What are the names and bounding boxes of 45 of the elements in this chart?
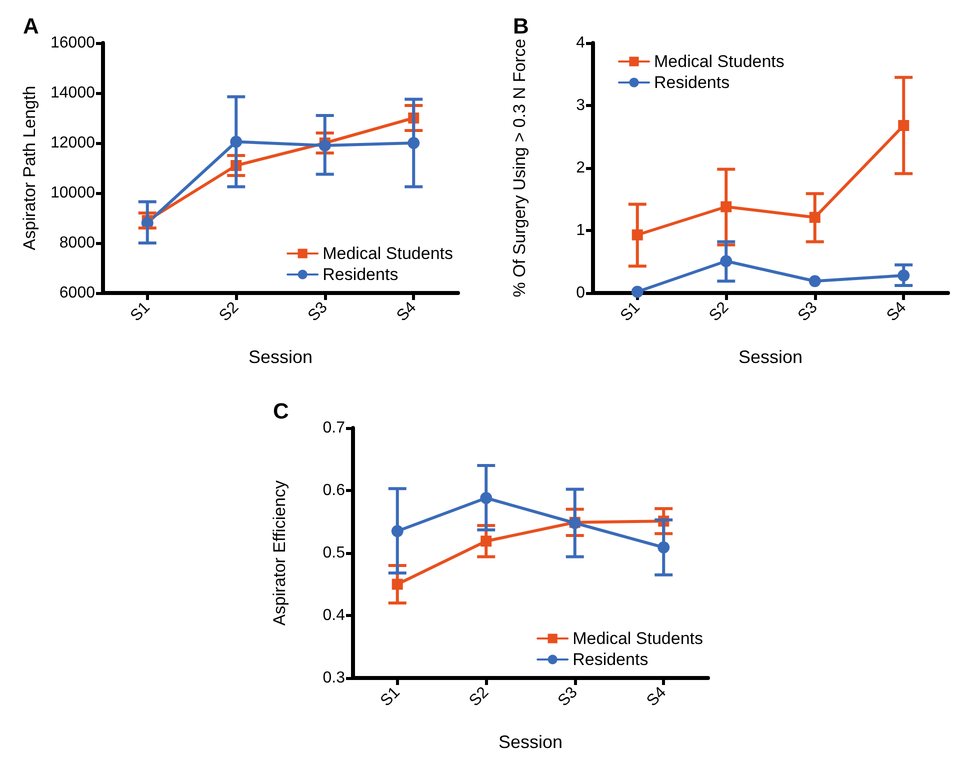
point: [631, 286, 644, 298]
x-tick-label: S3: [555, 684, 581, 710]
x-axis-title: Session: [248, 347, 313, 367]
legend-label: Residents: [654, 73, 730, 92]
chart-title: B: [513, 14, 529, 38]
legend-label: Medical Students: [654, 52, 784, 71]
y-tick-label: 1: [576, 222, 586, 239]
x-tick-label: S2: [216, 298, 242, 325]
legend-label: Residents: [322, 265, 398, 284]
y-tick-label: 0.7: [322, 420, 346, 436]
x-tick-label: S1: [128, 298, 154, 325]
y-tick-label: 3: [576, 97, 586, 114]
chart-title: A: [23, 14, 39, 38]
y-tick-label: 14000: [50, 84, 96, 102]
y-axis-title: Aspirator Efficiency: [270, 480, 289, 626]
y-tick-label: 2: [576, 160, 586, 176]
x-tick-label: S3: [795, 298, 821, 325]
y-axis-title: Aspirator Path Length: [20, 86, 39, 250]
y-tick-label: 0.5: [322, 544, 346, 562]
x-tick-label: S4: [644, 684, 670, 710]
y-tick-label: 4: [576, 34, 586, 52]
x-tick-label: S2: [466, 684, 492, 710]
x-tick-label: S1: [378, 684, 404, 710]
chart-title: C: [273, 398, 289, 424]
y-tick-label: 10000: [50, 184, 96, 202]
x-tick-label: S4: [394, 298, 420, 325]
y-tick-label: 0.4: [322, 607, 346, 624]
legend-label: Medical Students: [322, 244, 453, 263]
x-tick-label: S4: [884, 298, 910, 325]
y-tick-label: 0.3: [322, 670, 346, 686]
y-axis-title: % Of Surgery Using > 0.3 N Force: [510, 38, 529, 298]
y-tick-label: 0: [576, 284, 586, 302]
y-tick-label: 0.6: [322, 482, 346, 499]
legend-label: Medical Students: [572, 629, 703, 648]
y-tick-label: 8000: [59, 234, 96, 252]
y-tick-label: 12000: [50, 134, 96, 152]
x-axis-title: Session: [498, 732, 563, 752]
x-axis-title: Session: [738, 347, 803, 367]
point: [808, 275, 821, 288]
x-tick-label: S3: [305, 298, 331, 325]
x-tick-label: S2: [706, 298, 732, 325]
y-tick-label: 6000: [59, 284, 96, 302]
y-tick-label: 16000: [50, 34, 96, 52]
legend-label: Residents: [572, 650, 648, 669]
x-tick-label: S1: [618, 298, 644, 325]
